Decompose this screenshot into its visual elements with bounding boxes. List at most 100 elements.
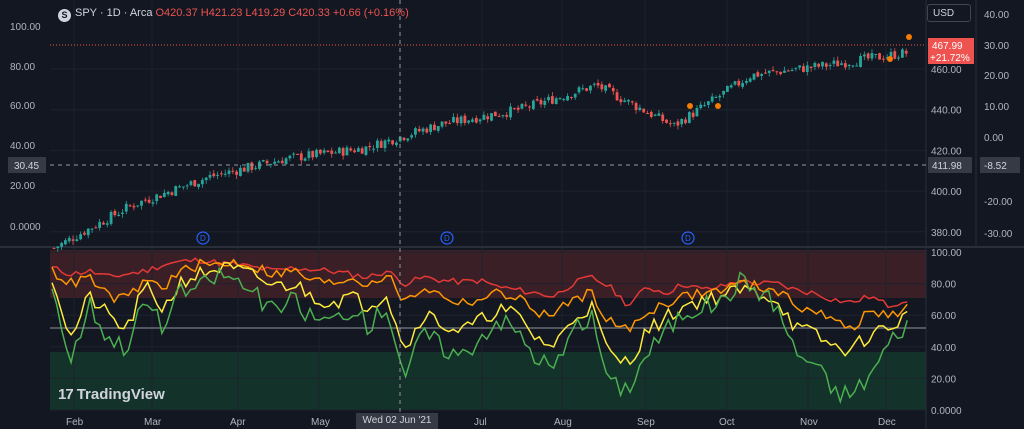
candle-body <box>155 194 159 202</box>
dividend-marker-letter: D <box>685 234 691 243</box>
candle-body <box>136 205 140 207</box>
symbol-header[interactable]: S SPY · 1D · Arca O420.37 H421.23 L419.29… <box>58 7 409 22</box>
ohlc-high: H421.23 <box>200 7 243 19</box>
candle-body <box>497 115 501 117</box>
candle-body <box>482 114 486 120</box>
candle-body <box>284 158 288 164</box>
currency-button[interactable]: USD <box>927 4 971 22</box>
indicator-series-line <box>51 258 908 333</box>
candle-body <box>600 84 604 90</box>
candle-body <box>512 108 516 110</box>
candle-body <box>775 71 779 73</box>
dividend-marker-icon <box>681 231 695 245</box>
candle-body <box>254 167 258 169</box>
axis-labels: 380.00 400.00 420.00 440.00 460.00 -30.00 -20.… <box>10 10 1013 428</box>
candle-body <box>223 173 227 175</box>
crosshair-left-tag <box>8 157 46 173</box>
candle-body <box>318 149 322 154</box>
last-price-change: +21.72% <box>930 53 970 64</box>
candle-body <box>585 88 589 91</box>
candle-body <box>870 53 874 59</box>
candle-body <box>794 67 798 69</box>
candle-body <box>315 149 318 158</box>
candle-body <box>809 66 813 68</box>
symbol-title[interactable]: SPY · 1D · Arca <box>75 7 153 19</box>
candle-body <box>543 100 547 105</box>
candle-body <box>881 58 885 60</box>
candle-body <box>208 174 212 178</box>
candle-body <box>452 117 455 123</box>
candle-body <box>665 119 668 123</box>
candle-body <box>657 113 661 116</box>
candle-body <box>117 214 121 216</box>
candle-body <box>771 69 775 71</box>
candle-body <box>828 64 832 66</box>
candle-body <box>611 88 615 92</box>
candle-body <box>604 85 608 91</box>
candle-body <box>589 85 592 91</box>
candle-body <box>729 85 733 88</box>
candle-body <box>722 90 725 95</box>
percent-tick-label: 40.00 <box>984 10 1009 21</box>
candle-body <box>592 83 596 85</box>
candle-body <box>86 228 90 236</box>
event-dot <box>687 103 693 109</box>
candle-body <box>440 121 444 127</box>
candle-body <box>889 52 893 57</box>
candle-body <box>83 232 86 235</box>
candle-body <box>417 128 421 132</box>
candle-body <box>570 97 573 99</box>
candle-body <box>189 181 193 185</box>
candle-body <box>239 167 242 176</box>
candle-body <box>231 170 235 172</box>
candle-body <box>436 125 440 131</box>
candle-body <box>505 114 509 117</box>
dividend-marker-letter: D <box>200 234 206 243</box>
candle-body <box>676 121 680 126</box>
candle-body <box>67 237 71 242</box>
tradingview-watermark: 17 TradingView <box>58 386 165 403</box>
candle-body <box>531 100 535 110</box>
candle-body <box>836 60 840 67</box>
candle-body <box>64 240 67 245</box>
candle-body <box>900 49 904 58</box>
percent-tick-label: -30.00 <box>984 229 1013 240</box>
candle-body <box>429 124 433 132</box>
candle-body <box>790 70 794 72</box>
candle-body <box>634 103 638 111</box>
indicator-tick-label: 20.00 <box>931 374 956 385</box>
candle-body <box>459 116 463 124</box>
candle-body <box>132 205 136 208</box>
candle-body <box>227 170 231 174</box>
candle-body <box>524 104 528 106</box>
candle-body <box>805 65 809 72</box>
candle-body <box>642 108 646 113</box>
month-label: Dec <box>878 417 896 428</box>
candle-body <box>520 103 524 109</box>
candle-body <box>623 100 627 102</box>
candle-body <box>395 142 398 146</box>
candle-body <box>143 199 147 201</box>
candle-body <box>52 247 56 249</box>
month-label: Jul <box>474 417 487 428</box>
candle-body <box>566 95 569 101</box>
candle-body <box>337 147 341 154</box>
candle-body <box>193 180 197 187</box>
candle-body <box>448 123 452 125</box>
candle-body <box>756 72 760 77</box>
indicator-series-line <box>52 257 908 309</box>
candle-body <box>741 83 745 87</box>
indicator-tick-label: 40.00 <box>931 343 956 354</box>
candle-body <box>699 104 703 109</box>
candle-body <box>341 148 345 156</box>
overbought-zone <box>50 250 926 298</box>
gridlines <box>50 0 926 411</box>
candle-body <box>577 87 581 93</box>
candle-body <box>897 57 900 59</box>
candle-body <box>296 153 299 155</box>
percent-tick-label: 30.00 <box>984 41 1009 52</box>
candle-body <box>493 111 497 117</box>
candle-body <box>851 65 855 67</box>
